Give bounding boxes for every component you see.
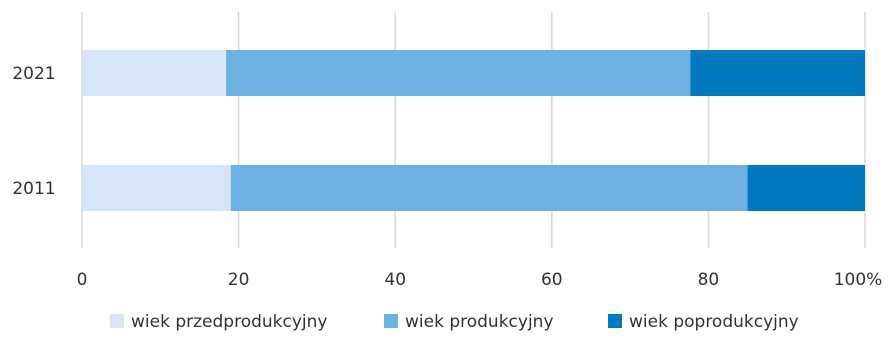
category-labels: 2021 2011 [12, 64, 55, 199]
x-tick-label: 80 [698, 270, 720, 290]
legend-label: wiek przedprodukcyjny [131, 312, 327, 332]
legend-label: wiek produkcyjny [405, 312, 554, 332]
bar-segment [690, 50, 865, 96]
legend-label: wiek poprodukcyjny [629, 312, 799, 332]
bar-segment [226, 50, 691, 96]
legend-swatch [608, 314, 622, 328]
x-tick-label: 100% [834, 270, 883, 290]
x-tick-label: 60 [541, 270, 563, 290]
legend-swatch [110, 314, 124, 328]
x-axis-ticks: 0 20 40 60 80 100% [77, 270, 883, 290]
category-label: 2011 [12, 179, 55, 199]
bar-segment [747, 165, 865, 211]
category-label: 2021 [12, 64, 55, 84]
legend-swatch [384, 314, 398, 328]
bar-segment [82, 165, 231, 211]
gridlines [81, 12, 866, 248]
bar-segment [230, 165, 748, 211]
x-tick-label: 40 [384, 270, 406, 290]
bar-segment [82, 50, 227, 96]
legend: wiek przedprodukcyjny wiek produkcyjny wie… [110, 312, 799, 332]
x-tick-label: 0 [77, 270, 88, 290]
bars [82, 50, 865, 211]
x-tick-label: 20 [228, 270, 250, 290]
